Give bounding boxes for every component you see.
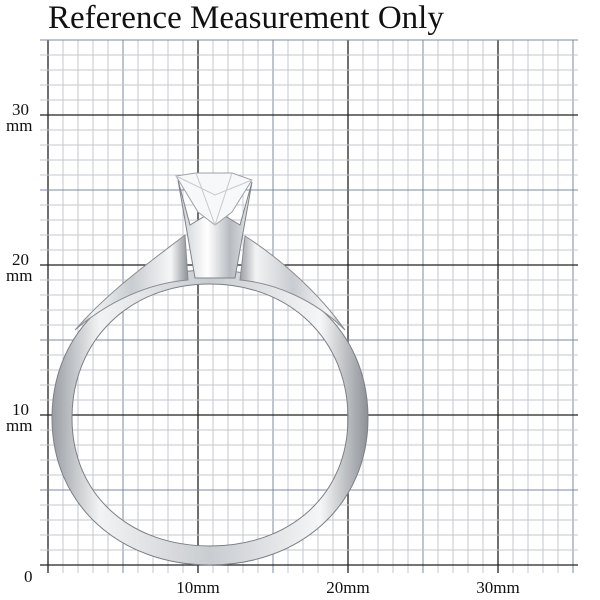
y-label-number: 20 xyxy=(12,250,29,269)
origin-label: 0 xyxy=(24,567,33,586)
title: Reference Measurement Only xyxy=(48,0,444,36)
y-label-unit: mm xyxy=(6,416,32,435)
x-label: 20mm xyxy=(326,578,369,597)
grid xyxy=(40,39,578,573)
ring xyxy=(51,172,369,566)
y-label-number: 30 xyxy=(12,100,29,119)
y-label-unit: mm xyxy=(6,116,32,135)
y-label-number: 10 xyxy=(12,400,29,419)
x-label: 10mm xyxy=(176,578,219,597)
y-label-unit: mm xyxy=(6,266,32,285)
x-label: 30mm xyxy=(476,578,519,597)
